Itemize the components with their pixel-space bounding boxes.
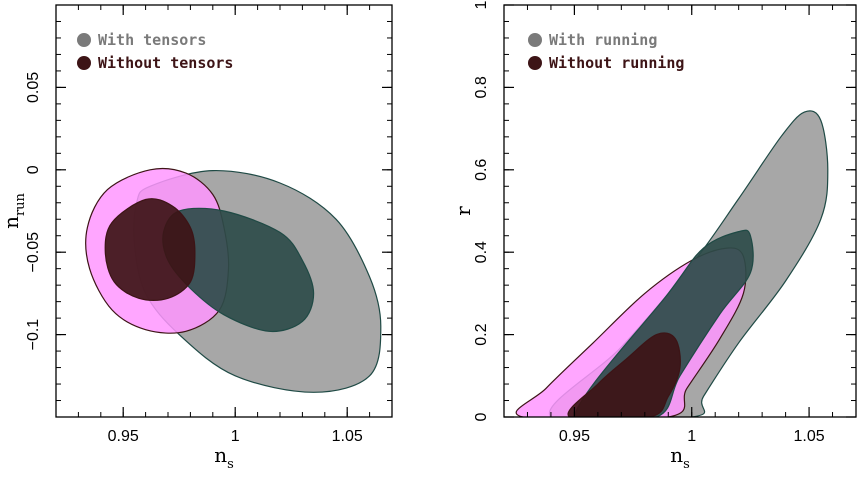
left-x-tick-label: 0.95: [108, 428, 139, 445]
left-x-tick-label: 1.05: [332, 428, 363, 445]
right-x-axis-label: ns: [670, 443, 690, 472]
right-ticks: 0.95 1 1.05 0 0.2 0.4 0.6 0.8 1: [473, 0, 857, 445]
legend-marker-with-running: [528, 33, 542, 47]
legend-label-with-tensors: With tensors: [98, 31, 206, 49]
left-frame: [55, 4, 393, 418]
right-legend: With running Without running: [528, 31, 684, 72]
left-x-tick-label: 1: [231, 428, 240, 445]
left-y-tick-label: −0.1: [25, 319, 42, 351]
left-legend: With tensors Without tensors: [77, 31, 233, 72]
legend-label-without-tensors: Without tensors: [98, 54, 233, 72]
right-x-tick-label: 0.95: [559, 428, 590, 445]
right-x-tick-label: 1.05: [793, 428, 824, 445]
right-y-axis-label: r: [451, 206, 475, 216]
right-x-tick-label: 1: [687, 428, 696, 445]
legend-marker-with-tensors: [77, 33, 91, 47]
left-y-tick-label: 0: [25, 165, 42, 174]
legend-label-without-running: Without running: [549, 54, 684, 72]
right-frame: [503, 4, 857, 418]
legend-label-with-running: With running: [549, 31, 657, 49]
legend-marker-without-running: [528, 56, 542, 70]
left-panel: 0.95 1 1.05 −0.1 −0.05 0 0.05 With tensors Wit…: [0, 4, 393, 472]
left-x-axis-label: ns: [214, 443, 234, 472]
right-panel: 0.95 1 1.05 0 0.2 0.4 0.6 0.8 1 With running Wit…: [451, 0, 857, 472]
legend-marker-without-tensors: [77, 56, 91, 70]
right-plot-area: [515, 110, 829, 417]
right-y-tick-label: 1: [473, 0, 490, 9]
left-y-tick-label: −0.05: [25, 232, 42, 273]
left-contour-without-tensors-68pct: [104, 198, 196, 301]
right-y-tick-label: 0.8: [473, 76, 490, 98]
right-y-tick-label: 0: [473, 412, 490, 421]
right-contour-without-running-68pct: [567, 332, 681, 417]
left-plot-area: [85, 167, 382, 393]
left-y-axis-label: nrun: [0, 192, 28, 228]
right-y-tick-label: 0.2: [473, 323, 490, 345]
left-ticks: 0.95 1 1.05 −0.1 −0.05 0 0.05: [25, 4, 393, 445]
right-y-tick-label: 0.4: [473, 241, 490, 263]
left-y-tick-label: 0.05: [25, 72, 42, 103]
right-y-tick-label: 0.6: [473, 159, 490, 181]
